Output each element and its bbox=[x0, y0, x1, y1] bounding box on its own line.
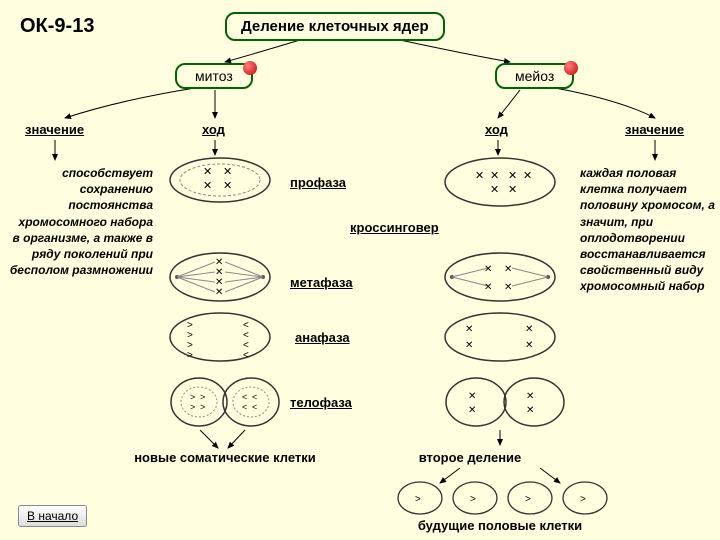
mitosis-anaphase-cell: >> >> << << bbox=[165, 310, 275, 365]
mitosis-prophase-cell: ✕ ✕ ✕ ✕ bbox=[165, 155, 275, 205]
phase-crossover: кроссинговер bbox=[350, 220, 439, 235]
svg-text:<: < bbox=[252, 402, 257, 412]
phase-metaphase: метафаза bbox=[290, 275, 353, 290]
meiosis-meaning-text: каждая половая клетка получает половину … bbox=[580, 165, 715, 295]
svg-text:✕: ✕ bbox=[468, 405, 476, 416]
svg-text:✕: ✕ bbox=[526, 391, 534, 402]
svg-text:✕: ✕ bbox=[215, 287, 223, 298]
svg-text:✕: ✕ bbox=[525, 340, 533, 351]
svg-text:✕: ✕ bbox=[203, 180, 212, 192]
svg-text:>: > bbox=[470, 494, 476, 505]
svg-text:✕: ✕ bbox=[468, 391, 476, 402]
red-dot-icon bbox=[564, 61, 578, 75]
meiosis-metaphase-cell: ✕ ✕ ✕ ✕ bbox=[440, 250, 560, 305]
phase-prophase: профаза bbox=[290, 175, 346, 190]
main-title: Деление клеточных ядер bbox=[225, 12, 445, 41]
svg-text:<: < bbox=[242, 392, 247, 402]
mitosis-label: митоз bbox=[195, 68, 233, 84]
gametes-label: будущие половые клетки bbox=[370, 518, 630, 533]
svg-text:<: < bbox=[243, 350, 249, 361]
svg-text:>: > bbox=[200, 402, 205, 412]
phase-anaphase: анафаза bbox=[295, 330, 350, 345]
svg-text:✕: ✕ bbox=[523, 170, 532, 182]
svg-text:<: < bbox=[242, 402, 247, 412]
svg-text:>: > bbox=[580, 494, 586, 505]
meaning-right-label: значение bbox=[625, 122, 684, 137]
svg-text:✕: ✕ bbox=[525, 324, 533, 335]
svg-text:✕: ✕ bbox=[475, 170, 484, 182]
svg-text:✕: ✕ bbox=[223, 166, 232, 178]
svg-text:✕: ✕ bbox=[508, 184, 517, 196]
svg-text:✕: ✕ bbox=[465, 324, 473, 335]
mitosis-metaphase-cell: ✕✕ ✕✕ bbox=[165, 250, 275, 305]
branch-mitosis: митоз bbox=[175, 63, 253, 89]
svg-text:✕: ✕ bbox=[490, 170, 499, 182]
svg-text:>: > bbox=[200, 392, 205, 402]
svg-text:>: > bbox=[415, 494, 421, 505]
red-dot-icon bbox=[243, 61, 257, 75]
phase-telophase: телофаза bbox=[290, 395, 352, 410]
branch-meiosis: мейоз bbox=[495, 63, 574, 89]
svg-text:✕: ✕ bbox=[508, 170, 517, 182]
process-right-label: ход bbox=[485, 122, 508, 137]
meiosis-anaphase-cell: ✕ ✕ ✕ ✕ bbox=[440, 310, 560, 365]
svg-text:✕: ✕ bbox=[203, 166, 212, 178]
mitosis-telophase-cell: >> >> << << bbox=[165, 375, 285, 430]
svg-text:>: > bbox=[187, 350, 193, 361]
start-button[interactable]: В начало bbox=[18, 505, 87, 527]
process-left-label: ход bbox=[202, 122, 225, 137]
somatic-cells-label: новые соматические клетки bbox=[125, 450, 325, 465]
svg-text:✕: ✕ bbox=[223, 180, 232, 192]
mitosis-meaning-text: способствует сохранению постоянства хром… bbox=[8, 165, 153, 278]
meiosis-telophase-cell: ✕ ✕ ✕ ✕ bbox=[440, 375, 570, 430]
meiosis-label: мейоз bbox=[515, 68, 554, 84]
meiosis-prophase-cell: ✕ ✕ ✕ ✕ ✕ ✕ bbox=[440, 155, 560, 210]
svg-text:✕: ✕ bbox=[526, 405, 534, 416]
svg-text:✕: ✕ bbox=[465, 340, 473, 351]
svg-text:>: > bbox=[190, 392, 195, 402]
meaning-left-label: значение bbox=[25, 122, 84, 137]
code-label: ОК-9-13 bbox=[20, 15, 94, 38]
svg-text:>: > bbox=[190, 402, 195, 412]
gamete-cells: > > > > bbox=[395, 480, 615, 520]
svg-text:✕: ✕ bbox=[504, 282, 512, 293]
second-division-label: второе деление bbox=[380, 450, 560, 465]
svg-text:✕: ✕ bbox=[490, 184, 499, 196]
svg-text:>: > bbox=[525, 494, 531, 505]
svg-text:<: < bbox=[252, 392, 257, 402]
svg-text:✕: ✕ bbox=[484, 264, 492, 275]
svg-text:✕: ✕ bbox=[504, 264, 512, 275]
svg-text:✕: ✕ bbox=[484, 282, 492, 293]
